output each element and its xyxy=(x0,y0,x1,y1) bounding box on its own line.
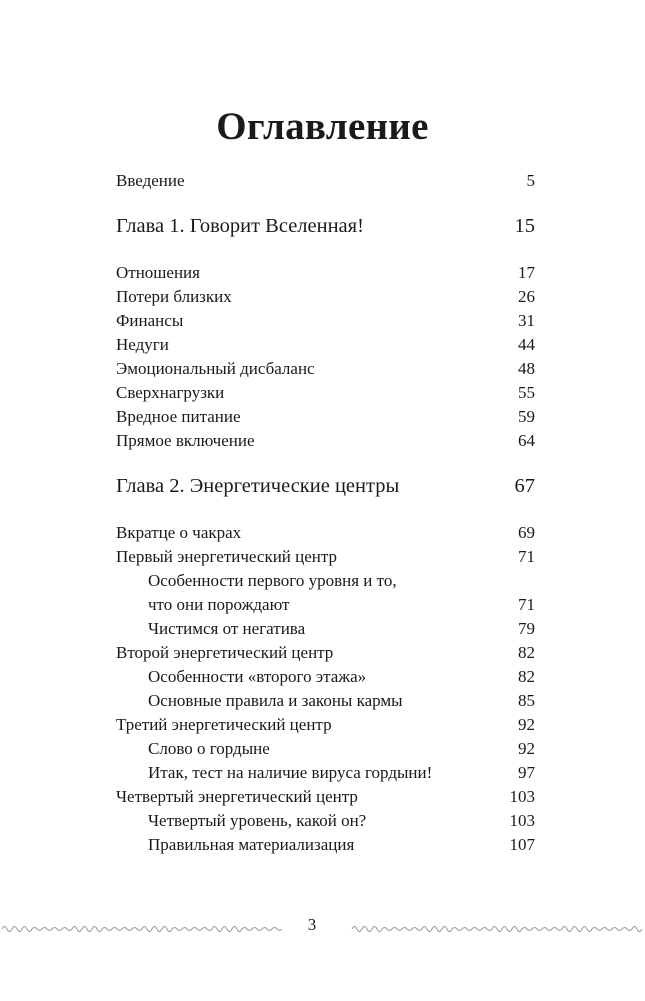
toc-entry-label: Правильная материализация xyxy=(148,835,355,854)
page-number: 3 xyxy=(307,915,317,934)
toc-entry-page: 17 xyxy=(518,263,535,282)
toc-entry: Вредное питание 59 xyxy=(116,405,535,429)
toc-entry-label: Четвертый уровень, какой он? xyxy=(148,811,367,830)
toc-entry: Слово о гордыне 92 xyxy=(116,737,535,761)
toc-entry-label: Вредное питание xyxy=(116,407,241,426)
toc-entry-label: Третий энергетический центр xyxy=(116,715,332,734)
toc-entry-label: Первый энергетический центр xyxy=(116,547,338,566)
wave-ornament xyxy=(1,926,643,932)
toc-entry: Второй энергетический центр 82 xyxy=(116,641,535,665)
toc-entry: Правильная материализация 107 xyxy=(116,833,535,857)
toc-entry-page: 26 xyxy=(518,287,535,306)
toc-entry-label: Потери близких xyxy=(116,287,232,306)
toc-entry-page: 92 xyxy=(518,739,535,758)
toc-entry-page: 67 xyxy=(514,475,536,497)
toc-entry-page: 44 xyxy=(518,335,535,354)
toc-entry: Прямое включение 64 xyxy=(116,429,535,453)
toc-entry-label: Особенности первого уровня и то, xyxy=(148,571,397,590)
toc-entry: Основные правила и законы кармы 85 xyxy=(116,689,535,713)
toc-entry-label: Сверхнагрузки xyxy=(116,383,225,402)
toc-entry-page: 71 xyxy=(518,595,535,614)
toc-entry-label: Основные правила и законы кармы xyxy=(148,691,403,710)
toc-entry: Особенности «второго этажа» 82 xyxy=(116,665,535,689)
toc-entry-page: 79 xyxy=(518,619,535,638)
toc-entry-page: 107 xyxy=(509,835,536,854)
toc-chapter: Глава 2. Энергетические центры 67 xyxy=(116,474,535,498)
toc-entry-label: Четвертый энергетический центр xyxy=(116,787,358,806)
page-title: Оглавление xyxy=(216,105,429,148)
toc-entry: Итак, тест на наличие вируса гордыни! 97 xyxy=(116,761,535,785)
toc-entry: Отношения 17 xyxy=(116,261,535,285)
toc-entry: Первый энергетический центр 71 xyxy=(116,545,535,569)
toc-entry-label: Недуги xyxy=(116,335,169,354)
toc-entry: Вкратце о чакрах 69 xyxy=(116,521,535,545)
toc-entry-label: Эмоциональный дисбаланс xyxy=(116,359,315,378)
toc-entry: Четвертый энергетический центр 103 xyxy=(116,785,535,809)
toc-entry-label: Финансы xyxy=(116,311,184,330)
toc-entry-label: Введение xyxy=(116,171,185,190)
toc-chapter: Глава 1. Говорит Вселенная! 15 xyxy=(116,214,535,238)
toc-entry-page: 15 xyxy=(514,215,536,237)
toc-entry-page: 71 xyxy=(518,547,535,566)
toc-entry: Недуги 44 xyxy=(116,333,535,357)
toc-entry: Финансы 31 xyxy=(116,309,535,333)
toc-entry-page: 103 xyxy=(509,787,536,806)
toc-entry-page: 55 xyxy=(518,383,535,402)
toc-entry-page: 85 xyxy=(518,691,535,710)
toc-entry-label: Слово о гордыне xyxy=(148,739,270,758)
toc-entry-page: 82 xyxy=(518,643,535,662)
toc-entry-label: Особенности «второго этажа» xyxy=(148,667,367,686)
toc-entry: Потери близких 26 xyxy=(116,285,535,309)
toc-entry-label: Отношения xyxy=(116,263,200,282)
toc-entry-label: Прямое включение xyxy=(116,431,255,450)
toc-entry-page: 31 xyxy=(518,311,535,330)
toc-entry: Третий энергетический центр 92 xyxy=(116,713,535,737)
toc-entry-page: 82 xyxy=(518,667,535,686)
toc-entry-page: 48 xyxy=(518,359,535,378)
toc-entry: Четвертый уровень, какой он? 103 xyxy=(116,809,535,833)
toc-entry: что они порождают 71 xyxy=(116,593,535,617)
toc-entry-page: 92 xyxy=(518,715,535,734)
toc-entry-label: Чистимся от негатива xyxy=(148,619,306,638)
toc-entry-page: 103 xyxy=(509,811,536,830)
toc-entry: Эмоциональный дисбаланс 48 xyxy=(116,357,535,381)
toc-entry-label: Вкратце о чакрах xyxy=(116,523,242,542)
table-of-contents: Введение 5 Глава 1. Говорит Вселенная! 15 От… xyxy=(116,169,535,857)
toc-entry-page: 64 xyxy=(518,431,535,450)
toc-entry: Введение 5 xyxy=(116,169,535,193)
toc-entry: Сверхнагрузки 55 xyxy=(116,381,535,405)
toc-entry-page: 97 xyxy=(518,763,535,782)
wave-line xyxy=(351,926,643,932)
toc-entry-label: Второй энергетический центр xyxy=(116,643,334,662)
toc-entry-label: Глава 2. Энергетические центры xyxy=(116,475,400,497)
toc-entry-label: Итак, тест на наличие вируса гордыни! xyxy=(148,763,433,782)
wave-line xyxy=(1,926,283,932)
toc-entry-page: 5 xyxy=(526,171,536,190)
toc-entry: Чистимся от негатива 79 xyxy=(116,617,535,641)
toc-entry: Особенности первого уровня и то, xyxy=(116,569,535,593)
toc-entry-label: Глава 1. Говорит Вселенная! xyxy=(116,215,364,237)
toc-entry-page: 59 xyxy=(518,407,535,426)
toc-entry-page: 69 xyxy=(518,523,535,542)
toc-entry-label: что они порождают xyxy=(148,595,290,614)
